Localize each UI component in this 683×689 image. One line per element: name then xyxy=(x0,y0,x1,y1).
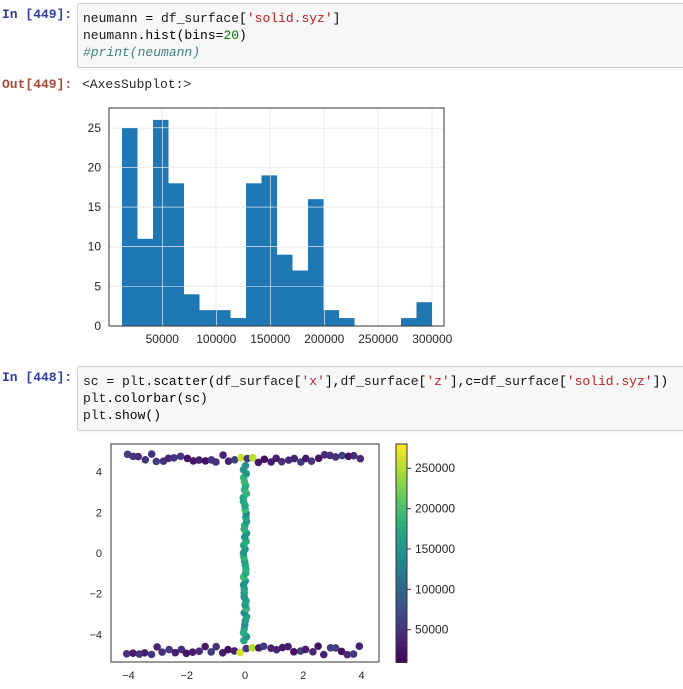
svg-text:4: 4 xyxy=(96,467,102,479)
svg-text:200000: 200000 xyxy=(415,502,455,516)
svg-text:−4: −4 xyxy=(89,629,102,641)
svg-text:−2: −2 xyxy=(89,589,102,601)
svg-text:100000: 100000 xyxy=(415,582,455,596)
svg-text:−4: −4 xyxy=(122,670,135,682)
svg-text:150000: 150000 xyxy=(415,542,455,556)
svg-text:4: 4 xyxy=(358,670,364,682)
svg-text:2: 2 xyxy=(300,670,306,682)
svg-text:250000: 250000 xyxy=(415,461,455,475)
svg-text:−2: −2 xyxy=(180,670,193,682)
svg-text:0: 0 xyxy=(96,548,102,560)
svg-text:0: 0 xyxy=(242,670,248,682)
svg-text:50000: 50000 xyxy=(415,623,449,637)
svg-text:2: 2 xyxy=(96,507,102,519)
